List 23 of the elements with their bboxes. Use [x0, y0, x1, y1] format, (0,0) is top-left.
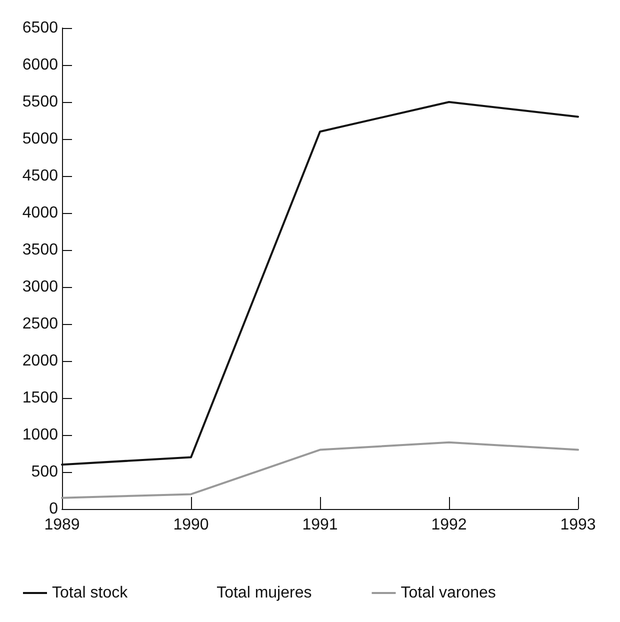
y-tick-label: 500 [31, 464, 58, 480]
y-tick-label: 0 [49, 500, 58, 518]
y-tick-label: 3000 [22, 278, 58, 296]
legend-label: Total varones [400, 584, 496, 602]
y-tick-label: 1000 [22, 426, 58, 444]
x-tick-label: 1993 [560, 516, 596, 534]
y-tick-label: 2000 [22, 352, 58, 370]
x-tick-label: 1991 [302, 516, 338, 534]
y-tick-label: 4000 [22, 204, 58, 222]
y-tick-label: 3500 [22, 242, 58, 258]
y-tick-label: 5000 [22, 130, 58, 148]
y-tick-label: 4500 [22, 168, 58, 184]
x-tick-label: 1992 [431, 516, 467, 534]
legend-label: Total stock [52, 584, 129, 602]
y-tick-label: 6000 [22, 56, 58, 74]
y-tick-label: 1500 [22, 390, 58, 406]
y-tick-label: 6500 [22, 20, 58, 36]
line-series [61, 441, 579, 499]
y-tick-label: 5500 [22, 94, 58, 110]
x-tick-label: 1989 [44, 516, 80, 534]
text: Total mujeres [216, 584, 312, 602]
y-tick-label: 2500 [22, 316, 58, 332]
x-tick-label: 1990 [173, 516, 209, 534]
